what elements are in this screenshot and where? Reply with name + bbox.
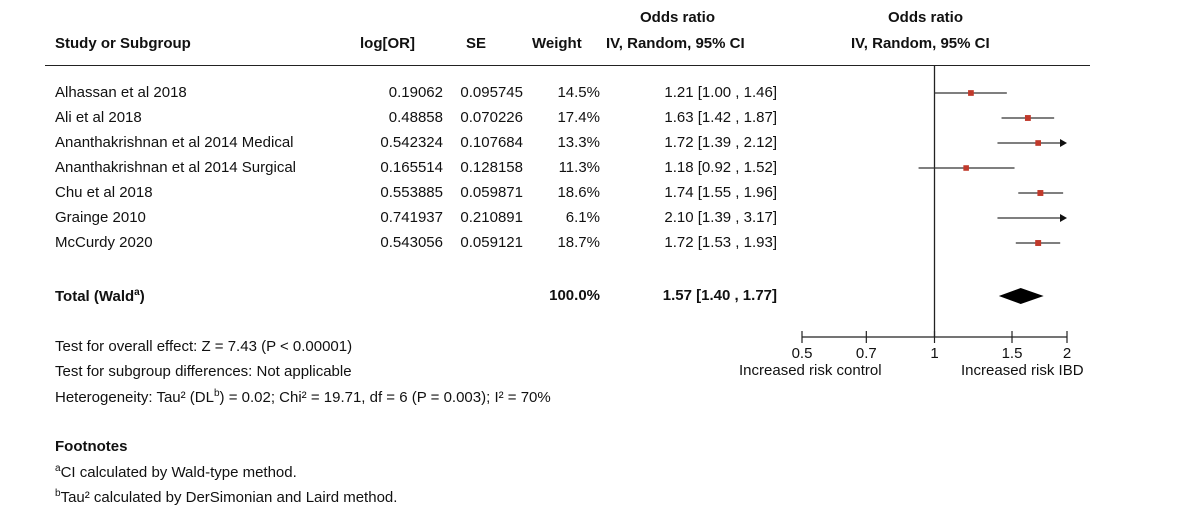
logor-value: 0.553885 <box>380 184 443 201</box>
study-name: Grainge 2010 <box>55 209 146 226</box>
se-value: 0.128158 <box>460 159 523 176</box>
study-name: Chu et al 2018 <box>55 184 153 201</box>
plot-header-bottom: IV, Random, 95% CI <box>851 35 990 52</box>
se-value: 0.107684 <box>460 134 523 151</box>
logor-value: 0.543056 <box>380 234 443 251</box>
logor-value: 0.165514 <box>380 159 443 176</box>
weight-value: 14.5% <box>557 84 600 101</box>
overall-effect-test: Test for overall effect: Z = 7.43 (P < 0… <box>55 338 353 355</box>
footnotes-title: Footnotes <box>55 438 128 455</box>
study-name: Alhassan et al 2018 <box>55 84 187 101</box>
ci-value: 1.72 [1.53 , 1.93] <box>664 234 777 251</box>
logor-value: 0.741937 <box>380 209 443 226</box>
weight-value: 13.3% <box>557 134 600 151</box>
ci-arrow <box>1060 214 1067 222</box>
se-value: 0.059121 <box>460 234 523 251</box>
heterogeneity: Heterogeneity: Tau² (DLb) = 0.02; Chi² =… <box>55 388 551 406</box>
axis-label-right: Increased risk IBD <box>961 362 1084 379</box>
tick-label: 2 <box>1063 345 1071 362</box>
se-value: 0.059871 <box>460 184 523 201</box>
study-name: McCurdy 2020 <box>55 234 153 251</box>
point-estimate <box>1035 240 1042 246</box>
point-estimate <box>1035 140 1042 146</box>
ci-value: 1.74 [1.55 , 1.96] <box>664 184 777 201</box>
point-estimate <box>968 90 974 96</box>
ci-value: 1.63 [1.42 , 1.87] <box>664 109 777 126</box>
se-value: 0.070226 <box>460 109 523 126</box>
tick-label: 1.5 <box>1002 345 1023 362</box>
ci-value: 1.18 [0.92 , 1.52] <box>664 159 777 176</box>
study-name: Ananthakrishnan et al 2014 Surgical <box>55 159 296 176</box>
pooled-diamond <box>998 288 1044 304</box>
or-header-top: Odds ratio <box>640 9 716 26</box>
ci-value: 2.10 [1.39 , 3.17] <box>664 209 777 226</box>
se-header: SE <box>466 35 487 52</box>
tick-label: 0.7 <box>856 345 877 362</box>
total-weight: 100.0% <box>549 287 600 304</box>
or-header-bottom: IV, Random, 95% CI <box>606 35 745 52</box>
weight-value: 18.6% <box>557 184 600 201</box>
study-header: Study or Subgroup <box>55 35 191 52</box>
subgroup-test: Test for subgroup differences: Not appli… <box>55 363 352 380</box>
se-value: 0.095745 <box>460 84 523 101</box>
tick-label: 1 <box>930 345 938 362</box>
study-name: Ali et al 2018 <box>55 109 142 126</box>
tick-label: 0.5 <box>792 345 813 362</box>
logor-value: 0.542324 <box>380 134 443 151</box>
weight-value: 17.4% <box>557 109 600 126</box>
weight-value: 6.1% <box>565 209 600 226</box>
logor-header: log[OR] <box>360 35 415 52</box>
ci-arrow <box>1060 139 1067 147</box>
ci-value: 1.21 [1.00 , 1.46] <box>664 84 777 101</box>
footnote-b: bTau² calculated by DerSimonian and Lair… <box>55 488 398 506</box>
logor-value: 0.48858 <box>388 109 443 126</box>
weight-value: 11.3% <box>558 159 600 176</box>
weight-header: Weight <box>532 35 582 52</box>
ci-value: 1.72 [1.39 , 2.12] <box>664 134 777 151</box>
logor-value: 0.19062 <box>388 84 443 101</box>
footnote-a: aCI calculated by Wald-type method. <box>55 463 297 481</box>
study-name: Ananthakrishnan et al 2014 Medical <box>55 134 294 151</box>
point-estimate <box>963 165 969 171</box>
weight-value: 18.7% <box>557 234 600 251</box>
point-estimate <box>1037 190 1044 196</box>
point-estimate <box>1024 115 1031 121</box>
total-label: Total (Walda) <box>55 287 145 305</box>
axis-label-left: Increased risk control <box>739 362 882 379</box>
plot-header-top: Odds ratio <box>888 9 964 26</box>
total-ci: 1.57 [1.40 , 1.77] <box>662 287 777 304</box>
header-rule <box>45 65 1090 66</box>
se-value: 0.210891 <box>460 209 523 226</box>
